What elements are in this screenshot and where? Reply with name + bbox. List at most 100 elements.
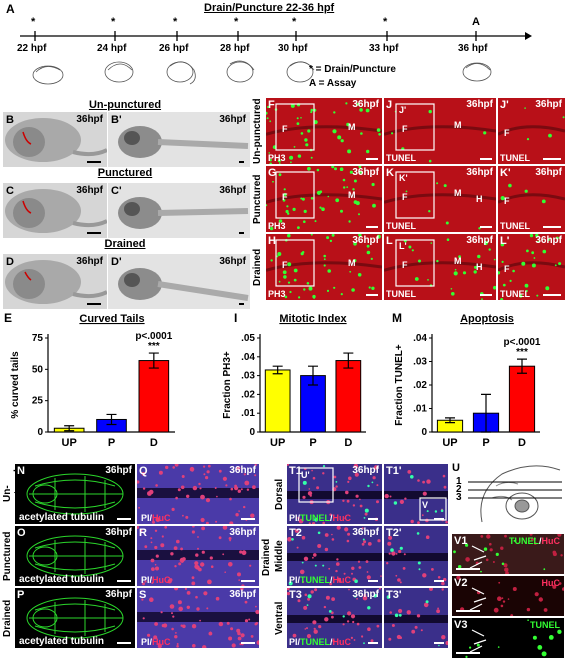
panel-letter: N [17,465,25,477]
v-panel: V2 HuC [452,576,564,616]
box-label-u: U' [301,470,310,480]
image-c-prime: 36hpf C' [108,183,250,238]
timeline-stage: 22 hpf [17,43,47,54]
scale-bar [543,294,561,296]
t-main-panel: T2 36hpf PI/TUNEL/HuC [287,526,382,586]
fluor-panel-tunel: J 36hpf TUNEL J' F M [384,98,496,164]
x-tick-label: D [344,437,352,449]
y-axis-label: % curved tails [10,351,21,419]
x-tick-label: P [108,437,115,449]
title-unpunctured: Un-punctured [88,99,162,111]
bar-up [264,369,291,433]
panel-letter: V3 [454,619,468,631]
time-label: 36hpf [352,99,379,110]
letter-b: B [6,114,14,126]
letter-c: C [6,185,14,197]
tubulin-panel: O 36hpf acetylated tubulin [15,526,135,586]
stain-tag-ph3: PH3 [268,153,286,163]
fluor-panel-ph3: F 36hpf PH3 F M [266,98,382,164]
scale-bar [368,580,378,582]
stain-tag-pi-huc: PI/HuC [141,575,171,585]
tubulin-panel: N 36hpf acetylated tubulin [15,464,135,524]
panel-letter: T3' [386,589,402,601]
stain-tag: PI/TUNEL/HuC [289,637,351,647]
pi-huc-panel: Q 36hpf PI/HuC [137,464,259,524]
y-tick-label: 50 [32,364,44,375]
panel-letter: H [268,235,276,247]
scale-bar [456,568,480,570]
x-tick-label: P [482,437,489,449]
panel-letter: F [268,99,275,111]
row-label-drained: Drained [252,248,263,286]
x-tick-label: UP [270,437,285,449]
scale-bar [117,580,131,582]
panel-letter: I [234,311,237,325]
time-label: 36hpf [466,167,493,178]
y-tick-label: .01 [413,404,427,415]
separator: / [330,513,333,523]
region-label: M [454,120,462,130]
x-tick-label: UP [62,437,77,449]
pi-huc-panel: S 36hpf PI/HuC [137,588,259,648]
timeline-marker: * [111,16,116,28]
embryo-head-sketch [468,465,562,523]
scale-bar [239,232,244,234]
row-label-ventral: Ventral [274,601,285,635]
significance-stars: *** [148,341,160,352]
error-bar [106,413,117,426]
stain-tag: HuC [542,578,561,588]
row-label-unpunctured: Un-punctured [252,98,263,164]
letter-d-prime: D' [111,256,122,268]
row-label-dorsal: Dorsal [274,478,285,510]
region-label: M [348,122,356,132]
scale-bar [241,580,255,582]
region-label: F [504,196,510,206]
letter-c-prime: C' [111,185,122,197]
y-tick-label: .03 [241,371,255,382]
panel-letter-a: A [6,2,15,16]
stain-tag-pi-huc: PI/HuC [141,513,171,523]
image-b-prime: 36hpf B' [108,112,250,167]
scale-bar [87,232,101,234]
panel-letter: L [386,235,393,247]
y-tick-label: .04 [413,333,427,344]
timeline-marker: A [472,16,480,28]
scale-bar [87,161,101,163]
p-value-label: p<.0001 [504,337,541,348]
time-label: 36hpf [105,589,132,600]
tubulin-panel: P 36hpf acetylated tubulin [15,588,135,648]
x-tick-label: D [150,437,158,449]
time-c-prime: 36hpf [219,185,246,196]
stain-tag-tubulin: acetylated tubulin [19,512,105,523]
zoom-box-label: K' [399,173,408,183]
huc-label: HuC [152,513,171,523]
scale-bar [480,294,492,296]
huc-label: HuC [152,637,171,647]
region-label: F [402,260,408,270]
brightfield-block: Un-punctured Punctured Drained [0,96,250,311]
error-bar [148,352,159,369]
stain-tag-tunel: TUNEL [500,221,530,231]
x-tick-label: D [518,437,526,449]
panel-letter: E [4,311,12,325]
scale-bar [87,303,101,305]
y-tick-label: .01 [241,408,255,419]
y-axis-label: Fraction PH3+ [222,351,233,419]
panel-letter: S [139,589,147,601]
panel-letter: T3 [289,589,302,601]
scale-bar [117,642,131,644]
time-label: 36hpf [229,589,256,600]
charts-row: E Curved Tails % curved tails 0 25 50 75 UP P Dp<… [4,311,541,449]
timeline-marker: * [234,16,239,28]
pi-label: PI/ [141,513,153,523]
huc-label: HuC [332,513,352,523]
error-bar [517,358,527,374]
stain-tag-tunel: TUNEL [500,289,530,299]
chart-title: Curved Tails [79,313,144,325]
separator: / [297,513,301,523]
region-label: F [504,128,510,138]
fluor-panel-zoom: J' 36hpf TUNEL F [498,98,565,164]
image-d-prime: 36hpf D' [108,254,250,309]
region-label: F [402,124,408,134]
stain-tag-tubulin: acetylated tubulin [19,636,105,647]
